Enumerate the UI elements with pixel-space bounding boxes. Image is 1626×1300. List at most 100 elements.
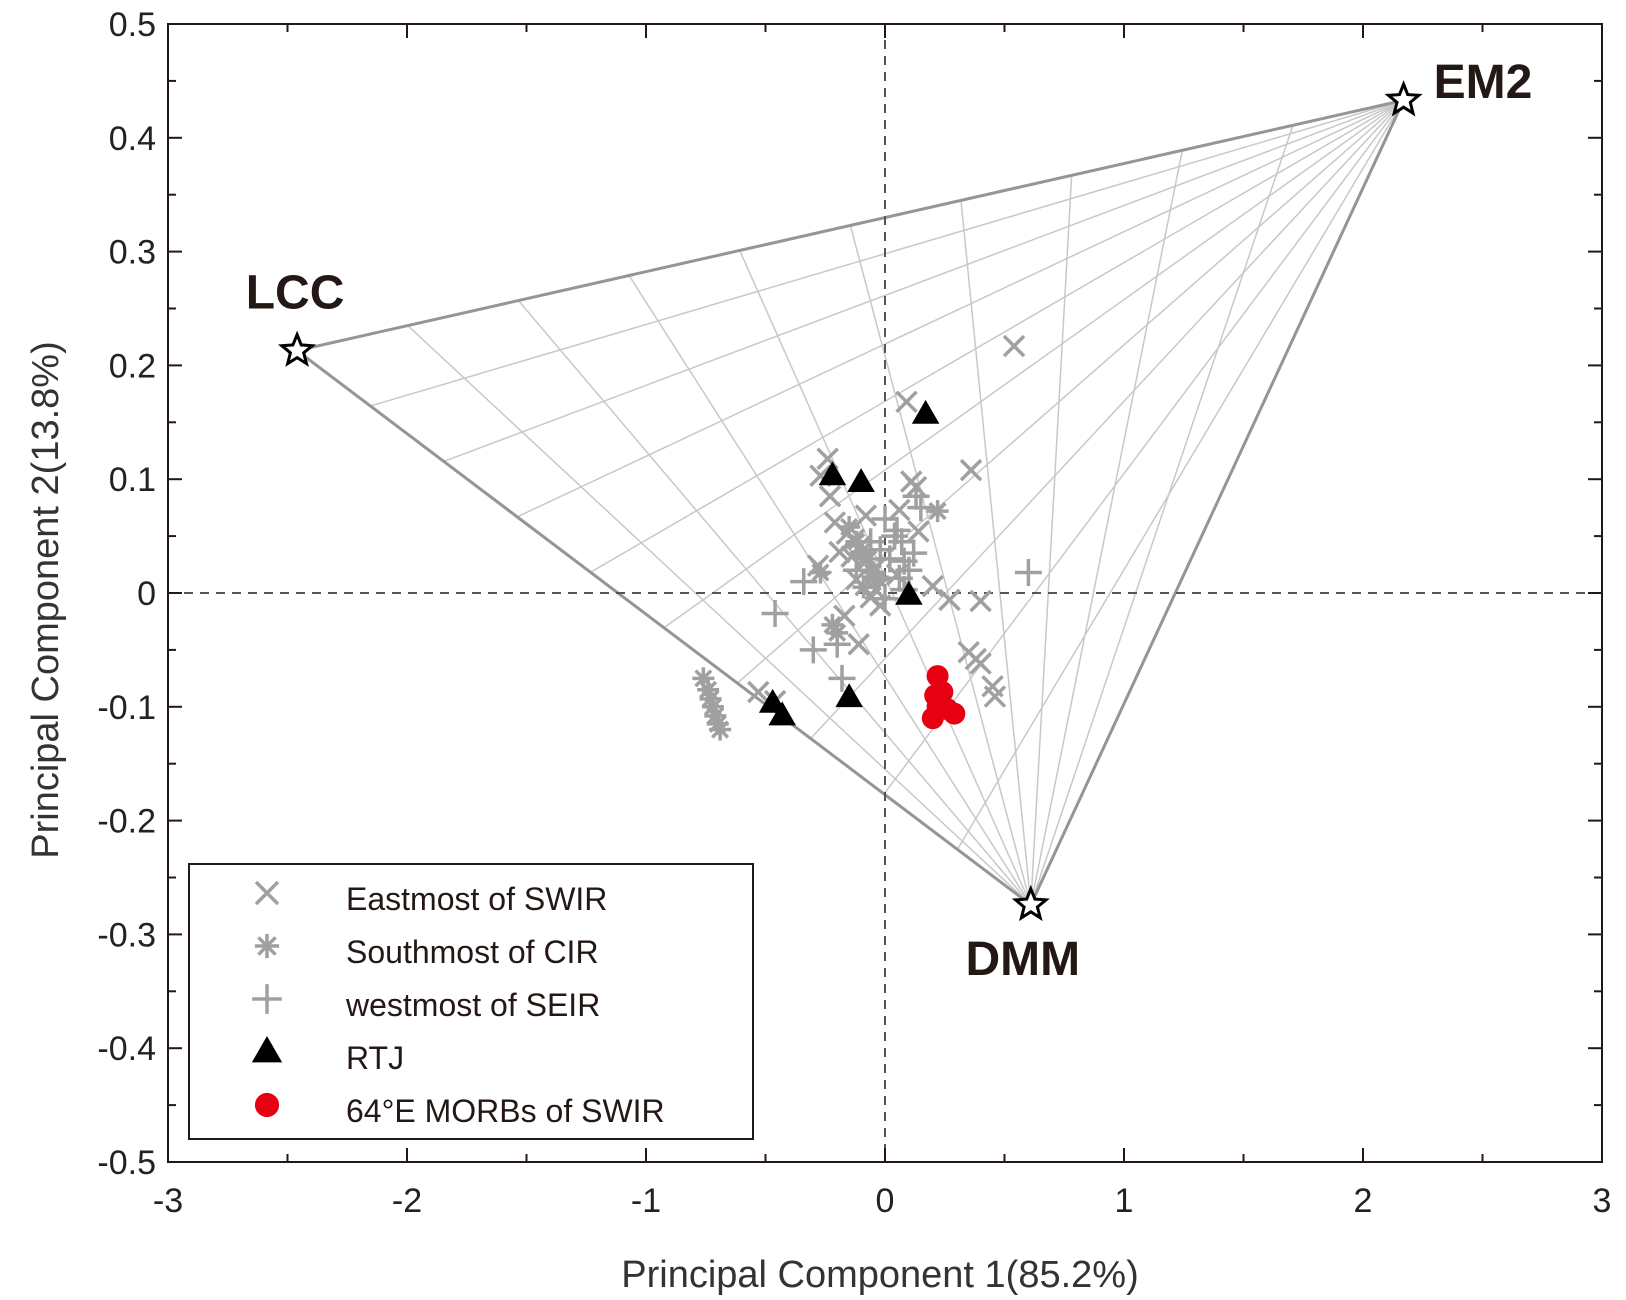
x-tick-label: 0 bbox=[876, 1182, 895, 1220]
end-member-star-lcc bbox=[277, 330, 317, 367]
point-eastmost-of-swir-stroke bbox=[981, 675, 1004, 698]
point-southmost-of-cir bbox=[838, 515, 861, 538]
x-tick-label: 2 bbox=[1354, 1182, 1373, 1220]
point-southmost-of-cir-stroke bbox=[868, 570, 887, 589]
legend-marker-eastmost-of-swir bbox=[254, 880, 280, 906]
point-eastmost-of-swir bbox=[964, 647, 988, 671]
legend-label-westmost-seir: westmost of SEIR bbox=[345, 987, 600, 1023]
y-tick-label: -0.2 bbox=[97, 803, 156, 841]
end-member-label-lcc: LCC bbox=[246, 267, 345, 320]
y-tick-label: 0.4 bbox=[109, 120, 156, 158]
y-axis-title: Principal Component 2(13.8%) bbox=[25, 341, 67, 859]
point-westmost-of-seir bbox=[799, 636, 827, 664]
x-tick-label: 1 bbox=[1115, 1182, 1134, 1220]
point-eastmost-of-swir bbox=[907, 520, 930, 543]
point-eastmost-of-swir bbox=[1002, 334, 1026, 358]
legend-marker-64-e-morbs-of-swir bbox=[254, 1092, 280, 1118]
point-westmost-of-seir bbox=[871, 585, 899, 613]
axes: -3 -2 -1 0 1 2 3 0.5 0.4 0.3 0.2 0.1 0 -0.1 -0.2 -0.3 -0… bbox=[97, 6, 1611, 1220]
mixing-ray bbox=[1030, 125, 1294, 906]
point-westmost-of-seir bbox=[861, 563, 889, 591]
point-eastmost-of-swir bbox=[969, 589, 992, 613]
point-eastmost-of-swir bbox=[888, 498, 911, 522]
point-eastmost-of-swir-stroke bbox=[816, 447, 839, 470]
point-eastmost-of-swir bbox=[938, 588, 961, 612]
mixing-ray bbox=[849, 225, 1032, 906]
point-southmost-of-cir bbox=[852, 576, 875, 599]
legend: Eastmost of SWIR Southmost of CIR westmo… bbox=[188, 863, 754, 1140]
end-member-label-em2: EM2 bbox=[1434, 56, 1533, 109]
point-southmost-of-cir-stroke bbox=[811, 563, 830, 582]
point-eastmost-of-swir-stroke bbox=[921, 574, 945, 598]
point-eastmost-of-swir bbox=[818, 485, 842, 508]
point-westmost-of-seir bbox=[881, 522, 909, 550]
x-tick-label: -1 bbox=[631, 1182, 661, 1220]
point-southmost-of-cir-stroke bbox=[840, 517, 859, 537]
point-eastmost-of-swir-stroke bbox=[938, 588, 961, 612]
mixing-ray bbox=[628, 275, 1032, 906]
point-eastmost-of-swir bbox=[747, 680, 770, 704]
mixing-grid bbox=[293, 98, 1407, 908]
x-axis-title: Principal Component 1(85.2%) bbox=[621, 1254, 1139, 1296]
point-rtj bbox=[818, 461, 847, 486]
point-eastmost-of-swir-stroke bbox=[1002, 334, 1026, 358]
point-eastmost-of-swir-stroke bbox=[895, 390, 918, 414]
point-eastmost-of-swir bbox=[854, 504, 878, 527]
point-westmost-of-seir bbox=[871, 505, 899, 533]
point-eastmost-of-swir-stroke bbox=[818, 485, 842, 508]
mixing-ray bbox=[1030, 175, 1073, 905]
point-64-e-morbs-of-swir bbox=[931, 681, 954, 704]
x-tick-label: -3 bbox=[153, 1182, 183, 1220]
point-eastmost-of-swir-stroke bbox=[907, 520, 930, 543]
point-rtj bbox=[911, 399, 940, 424]
point-westmost-of-seir bbox=[857, 528, 885, 556]
point-eastmost-of-swir-stroke bbox=[854, 504, 878, 527]
point-westmost-of-seir bbox=[883, 516, 911, 544]
point-southmost-of-cir-stroke bbox=[699, 680, 718, 699]
point-southmost-of-cir-stroke bbox=[823, 615, 842, 634]
point-westmost-of-seir bbox=[790, 568, 818, 596]
point-rtj bbox=[847, 468, 875, 493]
end-member-labels: LCC EM2 DMM bbox=[246, 56, 1533, 986]
point-westmost-of-seir bbox=[888, 528, 916, 556]
point-southmost-of-cir-stroke bbox=[711, 720, 730, 739]
mixing-line bbox=[883, 99, 1405, 795]
point-southmost-of-cir bbox=[926, 500, 949, 523]
point-southmost-of-cir-stroke bbox=[706, 706, 725, 725]
point-eastmost-of-swir-stroke bbox=[747, 680, 770, 704]
point-southmost-of-cir-stroke bbox=[854, 578, 873, 597]
legend-marker-westmost-of-seir bbox=[252, 984, 282, 1014]
mixing-ray bbox=[960, 200, 1032, 905]
y-tick-label: 0 bbox=[137, 575, 156, 613]
legend-marker-southmost-of-cir bbox=[254, 933, 280, 959]
point-eastmost-of-swir bbox=[959, 458, 983, 482]
point-westmost-of-seir bbox=[828, 664, 856, 692]
y-tick-label: -0.1 bbox=[97, 689, 156, 727]
point-rtj bbox=[895, 580, 923, 605]
point-eastmost-of-swir-stroke bbox=[888, 498, 911, 522]
point-southmost-of-cir-stroke bbox=[859, 549, 878, 568]
point-southmost-of-cir bbox=[809, 561, 832, 584]
mixing-ray bbox=[407, 325, 1032, 906]
mixing-line bbox=[810, 99, 1405, 740]
point-eastmost-of-swir-stroke bbox=[959, 458, 983, 482]
point-westmost-of-seir bbox=[823, 630, 851, 658]
mixing-ray bbox=[1030, 150, 1184, 905]
point-southmost-of-cir-stroke bbox=[701, 689, 720, 708]
legend-label-eastmost-swir: Eastmost of SWIR bbox=[346, 881, 607, 917]
legend-marker-rtj bbox=[251, 1036, 283, 1063]
point-eastmost-of-swir-stroke bbox=[969, 589, 992, 613]
x-tick-label: 3 bbox=[1593, 1182, 1612, 1220]
end-member-star-em2 bbox=[1384, 80, 1423, 117]
point-eastmost-of-swir bbox=[847, 632, 870, 656]
point-westmost-of-seir bbox=[907, 494, 935, 522]
point-eastmost-of-swir bbox=[921, 574, 945, 598]
x-tick-label: -2 bbox=[392, 1182, 422, 1220]
mixing-triangle bbox=[293, 98, 1407, 908]
y-tick-label: 0.1 bbox=[109, 461, 156, 499]
legend-marker-southmost-of-cir-stroke bbox=[257, 936, 277, 956]
mixing-line bbox=[590, 99, 1405, 573]
point-southmost-of-cir bbox=[866, 568, 889, 591]
point-eastmost-of-swir-stroke bbox=[809, 464, 832, 488]
